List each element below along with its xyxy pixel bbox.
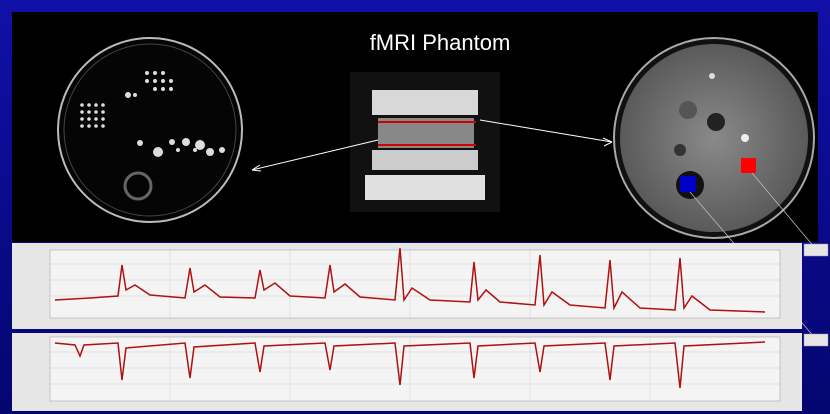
signal-plot-blue (12, 333, 828, 411)
left-phantom (58, 38, 242, 222)
slide-title: fMRI Phantom (370, 30, 511, 55)
scanner-image (350, 72, 500, 212)
right-phantom (614, 38, 814, 238)
signal-plot-red (12, 243, 828, 329)
slide: fMRI Phantom (0, 0, 830, 414)
roi-blue (680, 176, 696, 192)
roi-red (741, 158, 756, 173)
